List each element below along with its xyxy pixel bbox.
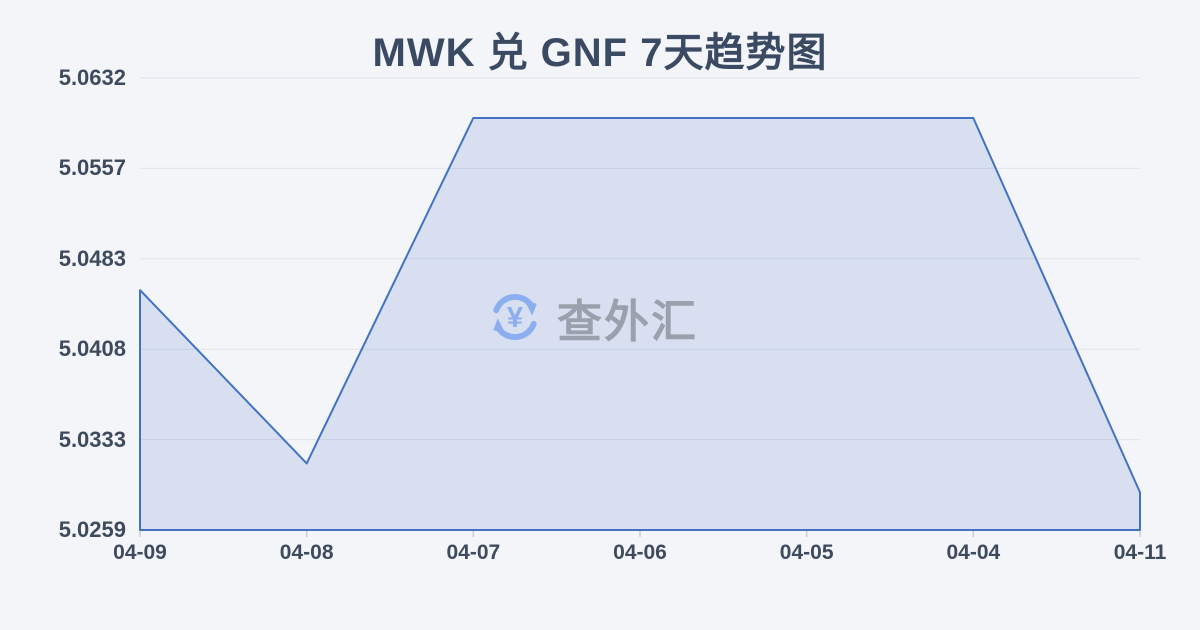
- y-tick-label: 5.0333: [58, 426, 126, 452]
- x-tick-label: 04-09: [113, 541, 167, 564]
- y-tick-label: 5.0408: [58, 336, 126, 362]
- y-tick-label: 5.0483: [58, 245, 126, 271]
- chart-title: MWK 兑 GNF 7天趋势图: [372, 31, 828, 75]
- x-tick-label: 04-08: [279, 541, 334, 564]
- x-tick-label: 04-11: [1113, 541, 1167, 564]
- area-series: [139, 117, 1141, 531]
- x-tick-label: 04-04: [946, 541, 1001, 564]
- x-tick-label: 04-05: [779, 541, 834, 564]
- x-tick-label: 04-06: [613, 541, 667, 564]
- y-tick-label: 5.0259: [58, 517, 126, 542]
- y-tick-label: 5.0557: [58, 155, 126, 181]
- y-tick-label: 5.0632: [58, 65, 126, 90]
- x-tick-label: 04-07: [446, 541, 501, 564]
